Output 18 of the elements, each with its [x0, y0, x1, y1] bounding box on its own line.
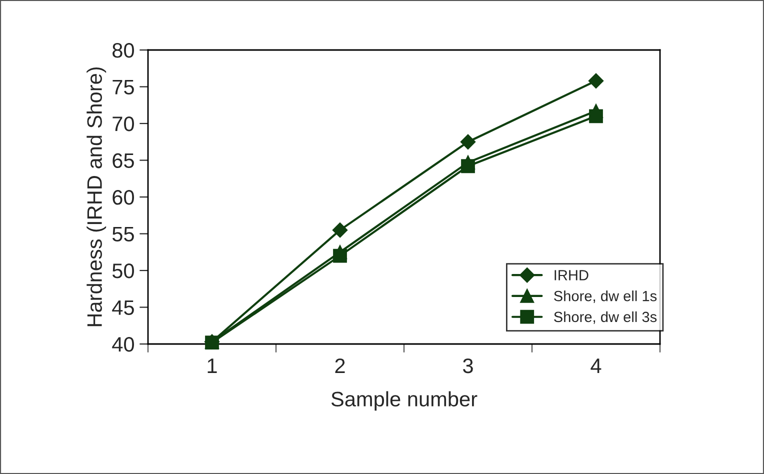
- y-tick-label: 45: [112, 300, 134, 316]
- legend-label: Shore, dw ell 3s: [554, 311, 657, 324]
- legend-label: Shore, dw ell 1s: [554, 290, 657, 303]
- y-tick-label: 80: [112, 43, 134, 58]
- y-tick-label: 70: [112, 116, 134, 132]
- y-axis-title: Hardness (IRHD and Shore): [86, 67, 106, 326]
- y-tick-label: 40: [112, 337, 134, 352]
- y-tick-label: 55: [112, 226, 134, 242]
- x-axis-title: Sample number: [331, 391, 478, 411]
- x-tick-label: 1: [208, 358, 217, 373]
- y-tick-label: 60: [112, 190, 134, 205]
- x-tick-label: 2: [335, 358, 345, 373]
- x-tick-label: 3: [463, 358, 473, 374]
- legend-label: IRHD: [554, 270, 588, 280]
- y-tick-label: 50: [112, 264, 134, 278]
- x-tick-label: 4: [590, 358, 602, 373]
- y-tick-label: 75: [112, 80, 134, 95]
- y-tick-label: 65: [112, 153, 134, 168]
